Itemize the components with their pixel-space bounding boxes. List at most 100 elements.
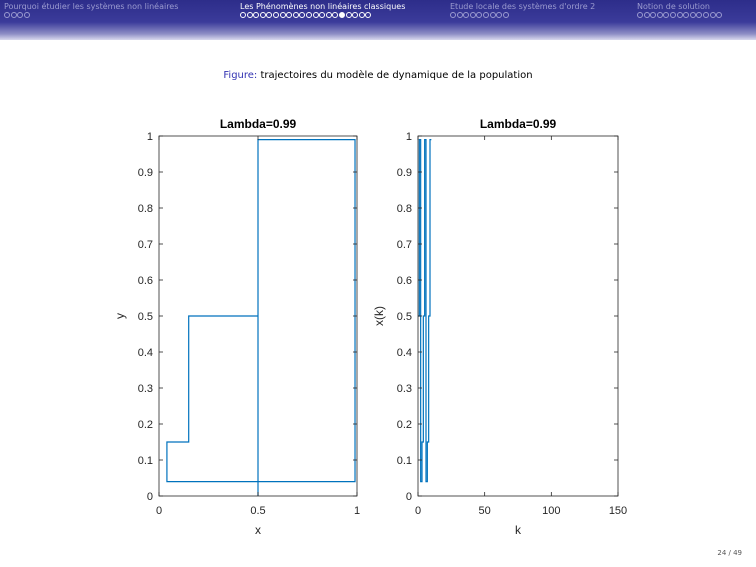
- y-tick-label: 1: [147, 131, 153, 143]
- nav-dot[interactable]: [319, 12, 326, 18]
- nav-dot[interactable]: [4, 12, 10, 18]
- nav-dot[interactable]: [312, 12, 319, 18]
- y-tick-label: 0.7: [397, 239, 412, 251]
- nav-dot[interactable]: [299, 12, 306, 18]
- nav-dot[interactable]: [656, 12, 663, 18]
- nav-dot[interactable]: [702, 12, 709, 18]
- y-tick-label: 0.5: [138, 311, 153, 323]
- y-tick-label: 0.7: [138, 239, 153, 251]
- y-tick-label: 0.2: [138, 419, 153, 431]
- chart-title: Lambda=0.99: [480, 117, 557, 131]
- series-line: [166, 139, 356, 496]
- nav-dot[interactable]: [456, 12, 463, 18]
- y-tick-label: 0.4: [397, 347, 412, 359]
- y-tick-label: 0.8: [138, 203, 153, 215]
- y-tick-label: 0.1: [138, 455, 153, 467]
- nav-dot[interactable]: [463, 12, 470, 18]
- chart-1: 0 0.5 1 0 0.1 0.2 0.3 0.4 0.5 0.6 0.7 0.8 0.9 1 Lambda…: [113, 117, 360, 537]
- nav-dot[interactable]: [352, 12, 359, 18]
- nav-dot[interactable]: [246, 12, 253, 18]
- nav-dot[interactable]: [10, 12, 17, 18]
- y-tick-label: 0.9: [397, 167, 412, 179]
- nav-dot[interactable]: [259, 12, 266, 18]
- figure-caption: Figure: trajectoires du modèle de dynami…: [0, 70, 756, 81]
- nav-dot[interactable]: [338, 12, 345, 18]
- y-tick-label: 0.4: [138, 347, 153, 359]
- nav-section-phenomenes[interactable]: Les Phénomènes non linéaires classiques: [240, 2, 406, 11]
- nav-section-etude-locale[interactable]: Etude locale des systèmes d'ordre 2: [450, 2, 596, 11]
- x-axis-label: x: [255, 523, 261, 537]
- nav-dot[interactable]: [325, 12, 332, 18]
- nav-dot[interactable]: [253, 12, 260, 18]
- nav-dot[interactable]: [637, 12, 643, 18]
- y-tick-label: 0.1: [397, 455, 412, 467]
- nav-dot[interactable]: [345, 12, 352, 18]
- nav-dot[interactable]: [450, 12, 456, 18]
- nav-dot[interactable]: [696, 12, 703, 18]
- nav-dot[interactable]: [650, 12, 657, 18]
- nav-dot[interactable]: [676, 12, 683, 18]
- y-tick-label: 0.5: [397, 311, 412, 323]
- nav-dots-notion-solution[interactable]: [637, 12, 723, 18]
- nav-dot[interactable]: [266, 12, 273, 18]
- nav-dot[interactable]: [482, 12, 489, 18]
- x-tick-label: 150: [609, 505, 627, 517]
- nav-dot[interactable]: [476, 12, 483, 18]
- nav-dot[interactable]: [469, 12, 476, 18]
- y-tick-label: 0.6: [138, 275, 153, 287]
- chart-title: Lambda=0.99: [220, 117, 297, 131]
- page-number: 24 / 49: [717, 549, 742, 557]
- x-tick-label: 100: [542, 505, 560, 517]
- y-axis-label: y: [113, 313, 127, 319]
- nav-dot[interactable]: [358, 12, 365, 18]
- y-tick-label: 0.2: [397, 419, 412, 431]
- nav-dot[interactable]: [716, 12, 723, 18]
- nav-dot[interactable]: [502, 12, 509, 18]
- nav-dot[interactable]: [365, 12, 372, 18]
- nav-dot[interactable]: [286, 12, 293, 18]
- series-line: [418, 139, 432, 483]
- nav-dot[interactable]: [643, 12, 650, 18]
- y-axis-label: x(k): [372, 306, 386, 326]
- nav-dot[interactable]: [489, 12, 496, 18]
- chart-2: 0 50 100 150 0 0.1 0.2 0.3 0.4 0.5 0.6 0.7 0.8 0.9 1 La…: [372, 117, 627, 537]
- figure-caption-text: trajectoires du modèle de dynamique de l…: [260, 70, 533, 81]
- nav-dot[interactable]: [709, 12, 716, 18]
- nav-section-pourquoi[interactable]: Pourquoi étudier les systèmes non linéai…: [4, 2, 179, 11]
- nav-dot[interactable]: [272, 12, 279, 18]
- nav-dot[interactable]: [663, 12, 670, 18]
- nav-dot[interactable]: [496, 12, 503, 18]
- y-tick-label: 0.3: [138, 383, 153, 395]
- nav-dots-etude-locale[interactable]: [450, 12, 509, 18]
- nav-dot[interactable]: [23, 12, 30, 18]
- x-tick-label: 0: [156, 505, 162, 517]
- nav-dot[interactable]: [240, 12, 246, 18]
- y-tick-label: 0.8: [397, 203, 412, 215]
- x-tick-label: 1: [354, 505, 360, 517]
- nav-dots-phenomenes[interactable]: [240, 12, 372, 18]
- x-tick-label: 50: [479, 505, 491, 517]
- x-tick-label: 0: [415, 505, 421, 517]
- nav-dot[interactable]: [279, 12, 286, 18]
- axes-box: [417, 135, 619, 497]
- x-axis-label: k: [515, 523, 522, 537]
- x-tick-label: 0.5: [250, 505, 265, 517]
- nav-dot[interactable]: [17, 12, 24, 18]
- y-tick-label: 0: [406, 491, 412, 503]
- nav-dot[interactable]: [292, 12, 299, 18]
- y-tick-label: 0.6: [397, 275, 412, 287]
- nav-section-notion-solution[interactable]: Notion de solution: [637, 2, 710, 11]
- y-tick-label: 0: [147, 491, 153, 503]
- nav-dot[interactable]: [305, 12, 312, 18]
- nav-dots-pourquoi[interactable]: [4, 12, 30, 18]
- y-tick-label: 0.9: [138, 167, 153, 179]
- nav-dot[interactable]: [683, 12, 690, 18]
- nav-dot[interactable]: [689, 12, 696, 18]
- y-tick-label: 1: [406, 131, 412, 143]
- nav-dot[interactable]: [332, 12, 339, 18]
- nav-dot[interactable]: [669, 12, 676, 18]
- y-tick-label: 0.3: [397, 383, 412, 395]
- figure-caption-label: Figure:: [223, 70, 258, 81]
- navigation-header: Pourquoi étudier les systèmes non linéai…: [0, 0, 756, 40]
